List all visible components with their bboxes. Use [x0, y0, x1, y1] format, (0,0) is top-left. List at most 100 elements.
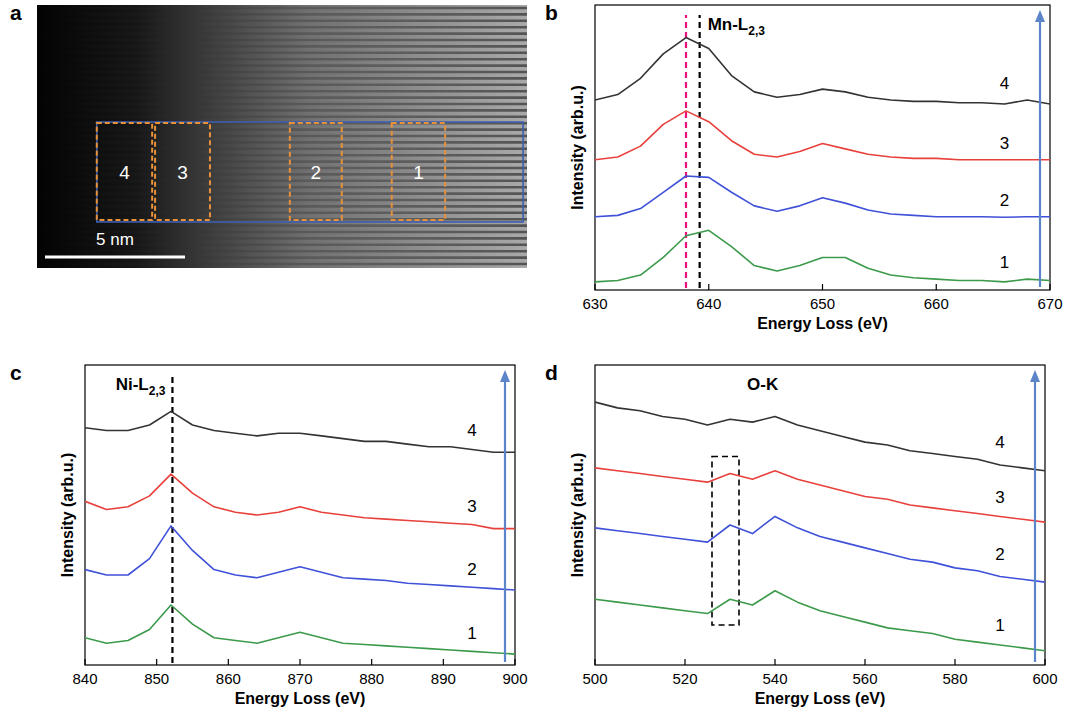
- peak-label-main: Mn-L: [708, 15, 749, 34]
- panel-letter: c: [10, 361, 22, 384]
- spectrum-line: [595, 111, 1050, 160]
- region-box: [155, 123, 210, 220]
- x-tick-label: 580: [942, 670, 967, 687]
- spectrum-line: [85, 526, 515, 590]
- x-tick: [864, 659, 865, 665]
- x-axis-title: Energy Loss (eV): [755, 690, 886, 707]
- x-axis-title: Energy Loss (eV): [235, 690, 366, 707]
- series-label: 1: [1000, 253, 1009, 272]
- peak-label-main: O-K: [747, 375, 779, 394]
- y-axis-title: Intensity (arb.u.): [569, 453, 586, 577]
- fringe: [37, 71, 527, 74]
- x-tick: [228, 659, 229, 665]
- fringe: [37, 224, 527, 227]
- peak-label-subscript: 2,3: [748, 24, 765, 38]
- fringe: [37, 180, 527, 183]
- spectrum-line: [595, 230, 1050, 282]
- lattice-fringes: [37, 8, 527, 264]
- fringe: [37, 109, 527, 112]
- region-label: 4: [119, 162, 130, 183]
- x-tick: [822, 284, 823, 290]
- fringe: [37, 135, 527, 138]
- spectrum-line: [85, 474, 515, 529]
- series-label: 4: [467, 421, 476, 440]
- region-box: [392, 123, 445, 220]
- x-tick-label: 880: [359, 670, 384, 687]
- peak-label: Ni-L2,3: [116, 375, 166, 398]
- spectrum-line: [595, 468, 1045, 522]
- fringe: [37, 250, 527, 253]
- arrow-head: [1035, 10, 1045, 22]
- fringe: [37, 77, 527, 80]
- fringe: [37, 256, 527, 259]
- highlight-box: [712, 456, 739, 625]
- fringe: [37, 58, 527, 61]
- arrow: [1039, 21, 1041, 287]
- region-label: 2: [311, 162, 322, 183]
- fringe: [37, 128, 527, 131]
- arrow-head: [500, 370, 510, 382]
- x-tick-label: 850: [144, 670, 169, 687]
- x-tick-label: 640: [696, 295, 721, 312]
- fringe: [37, 32, 527, 35]
- arrow-head: [1030, 370, 1040, 382]
- fringe: [37, 199, 527, 202]
- x-tick-label: 600: [1032, 670, 1057, 687]
- scale-bar: [45, 256, 185, 259]
- reference-line: [685, 15, 687, 288]
- fringe: [37, 7, 527, 10]
- fringe: [37, 141, 527, 144]
- fringe: [37, 154, 527, 157]
- fringe: [37, 96, 527, 99]
- plot-frame: [85, 365, 515, 665]
- x-tick-label: 900: [502, 670, 527, 687]
- fringe: [37, 167, 527, 170]
- series-label: 2: [467, 560, 476, 579]
- fringe: [37, 13, 527, 16]
- spectrum-line: [595, 38, 1050, 105]
- x-tick: [84, 659, 85, 665]
- peak-label: O-K: [747, 375, 779, 394]
- figure: a43215 nmb630640650660670Energy Loss (eV…: [0, 0, 1080, 715]
- arrow: [1034, 381, 1036, 662]
- x-tick: [514, 659, 515, 665]
- spectrum-line: [595, 591, 1045, 651]
- spectrum-line: [595, 402, 1045, 471]
- series-label: 2: [995, 545, 1004, 564]
- x-tick: [936, 284, 937, 290]
- fringe: [37, 173, 527, 176]
- x-tick: [1049, 284, 1050, 290]
- panel-letter: b: [545, 1, 558, 24]
- plot-area: [595, 402, 1045, 651]
- peak-label: Mn-L2,3: [708, 15, 766, 38]
- fringe: [37, 84, 527, 87]
- x-tick-label: 650: [810, 295, 835, 312]
- x-tick-label: 540: [762, 670, 787, 687]
- x-tick-label: 870: [287, 670, 312, 687]
- fringe: [37, 90, 527, 93]
- plot-frame: [595, 365, 1045, 665]
- x-tick-label: 890: [431, 670, 456, 687]
- fringe: [37, 148, 527, 151]
- series-label: 2: [1000, 191, 1009, 210]
- plot-area: [85, 375, 515, 663]
- series-label: 3: [467, 497, 476, 516]
- peak-label-subscript: 2,3: [149, 384, 166, 398]
- x-tick-label: 660: [924, 295, 949, 312]
- y-axis-title: Intensity (arb.u.): [569, 85, 586, 209]
- series-label: 1: [995, 616, 1004, 635]
- region-label: 3: [177, 162, 188, 183]
- fringe: [37, 263, 527, 266]
- x-tick-label: 520: [672, 670, 697, 687]
- fringe: [37, 186, 527, 189]
- x-tick-label: 560: [852, 670, 877, 687]
- x-tick: [774, 659, 775, 665]
- fringe: [37, 26, 527, 29]
- x-tick: [299, 659, 300, 665]
- fringe: [37, 160, 527, 163]
- series-label: 3: [1000, 134, 1009, 153]
- x-tick: [594, 284, 595, 290]
- spectrum-line: [85, 411, 515, 452]
- reference-line: [699, 15, 701, 288]
- region-box: [97, 123, 152, 220]
